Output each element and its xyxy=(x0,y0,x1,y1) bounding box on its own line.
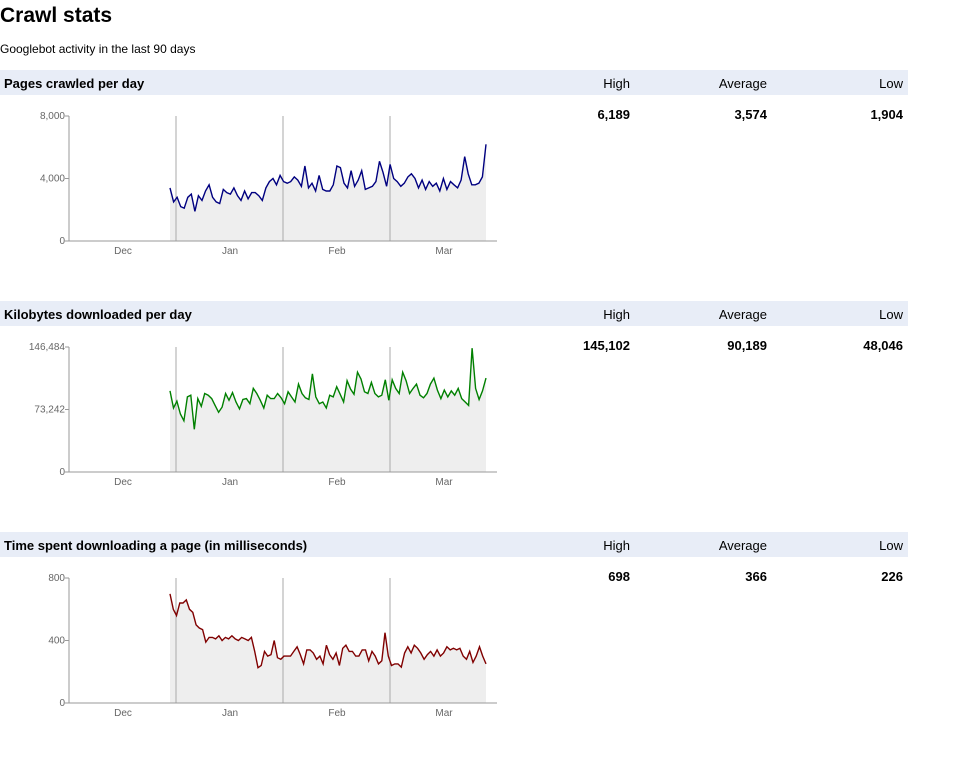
average-value: 366 xyxy=(745,569,767,584)
y-tick-label: 400 xyxy=(48,636,65,647)
section-kilobytes-downloaded: Kilobytes downloaded per day High Averag… xyxy=(0,301,908,501)
series-line xyxy=(169,348,487,430)
average-header: Average xyxy=(718,76,767,91)
y-tick-label: 146,484 xyxy=(29,342,66,353)
y-tick-label: 800 xyxy=(48,573,65,584)
y-tick-label: 73,242 xyxy=(34,405,65,416)
y-tick-label: 0 xyxy=(59,467,65,478)
x-tick-label: Jan xyxy=(222,708,238,719)
y-tick-label: 8,000 xyxy=(40,111,65,122)
area-fill xyxy=(170,144,486,241)
high-value: 145,102 xyxy=(583,338,630,353)
x-tick-label: Dec xyxy=(114,708,132,719)
page-title: Crawl stats xyxy=(0,4,113,27)
x-tick-label: Jan xyxy=(222,246,238,257)
y-tick-label: 0 xyxy=(59,236,65,247)
average-header: Average xyxy=(718,307,767,322)
section-download-time: Time spent downloading a page (in millis… xyxy=(0,532,908,732)
high-header: High xyxy=(603,538,630,553)
x-tick-label: Mar xyxy=(435,246,453,257)
low-header: Low xyxy=(879,76,903,91)
high-value: 698 xyxy=(608,569,630,584)
low-header: Low xyxy=(879,538,903,553)
x-tick-label: Dec xyxy=(114,246,132,257)
series-line xyxy=(169,144,487,212)
x-tick-label: Dec xyxy=(114,477,132,488)
section-title: Pages crawled per day xyxy=(4,76,145,91)
area-fill xyxy=(170,593,486,703)
series-line xyxy=(169,593,487,669)
page-subtitle: Googlebot activity in the last 90 days xyxy=(0,42,196,56)
average-header: Average xyxy=(718,538,767,553)
download-time-chart: 0 400 800 Dec Jan Feb Mar xyxy=(48,573,497,719)
low-value: 1,904 xyxy=(870,107,903,122)
section-header: Pages crawled per day High Average Low xyxy=(0,70,908,95)
x-tick-label: Jan xyxy=(222,477,238,488)
high-value: 6,189 xyxy=(597,107,630,122)
low-value: 226 xyxy=(881,569,903,584)
y-tick-label: 0 xyxy=(59,698,65,709)
low-value: 48,046 xyxy=(863,338,903,353)
high-header: High xyxy=(603,76,630,91)
section-title: Kilobytes downloaded per day xyxy=(4,307,192,322)
average-value: 90,189 xyxy=(727,338,767,353)
section-header: Time spent downloading a page (in millis… xyxy=(0,532,908,557)
low-header: Low xyxy=(879,307,903,322)
area-fill xyxy=(170,348,486,472)
x-tick-label: Feb xyxy=(328,477,346,488)
pages-crawled-chart: 0 4,000 8,000 Dec Jan Feb Mar xyxy=(40,111,497,257)
section-pages-crawled: Pages crawled per day High Average Low 6… xyxy=(0,70,908,270)
x-tick-label: Mar xyxy=(435,477,453,488)
kilobytes-downloaded-chart: 0 73,242 146,484 Dec Jan Feb Mar xyxy=(29,342,497,488)
x-tick-label: Feb xyxy=(328,246,346,257)
x-tick-label: Mar xyxy=(435,708,453,719)
section-header: Kilobytes downloaded per day High Averag… xyxy=(0,301,908,326)
y-tick-label: 4,000 xyxy=(40,174,65,185)
high-header: High xyxy=(603,307,630,322)
x-tick-label: Feb xyxy=(328,708,346,719)
section-title: Time spent downloading a page (in millis… xyxy=(4,538,308,553)
average-value: 3,574 xyxy=(734,107,767,122)
